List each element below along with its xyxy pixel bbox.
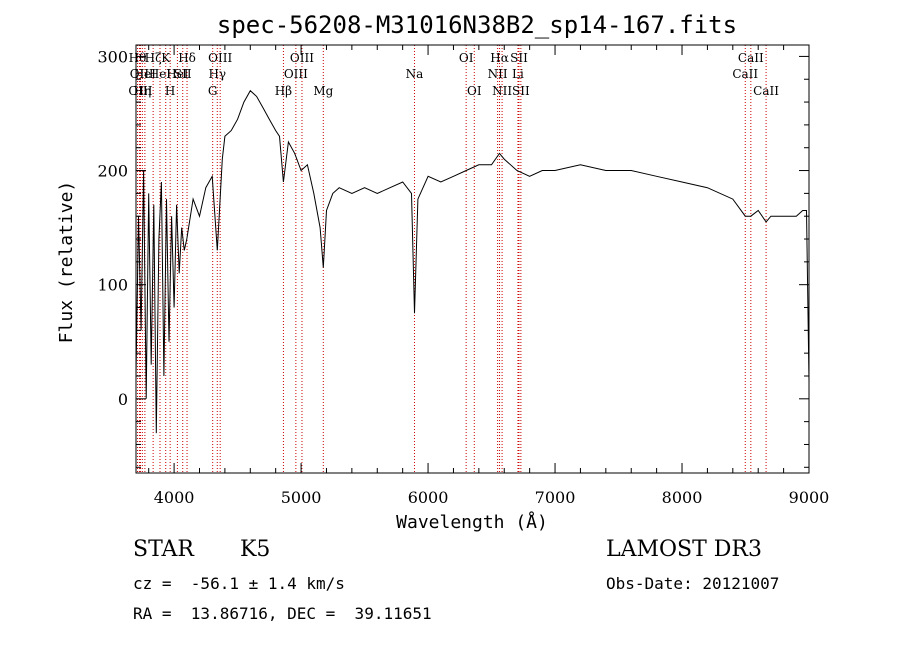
x-tick-label: 8000 xyxy=(662,488,703,507)
y-tick-label: 100 xyxy=(97,276,128,295)
observation-date: Obs-Date: 20121007 xyxy=(606,574,780,593)
line-label: Li xyxy=(512,67,524,81)
y-tick-label: 300 xyxy=(97,47,128,66)
plot-frame xyxy=(135,44,810,474)
y-axis-label: Flux (relative) xyxy=(56,181,77,344)
line-label: Mg xyxy=(313,84,333,98)
line-label: Hβ xyxy=(275,84,292,98)
line-label: NII xyxy=(488,67,508,81)
line-label: K xyxy=(161,51,171,65)
line-label: SII xyxy=(510,51,528,65)
redshift-value: cz = -56.1 ± 1.4 km/s xyxy=(133,574,345,593)
line-label: Hζ xyxy=(145,51,162,65)
line-label: SII xyxy=(512,84,530,98)
line-label: HeI xyxy=(149,67,172,81)
x-tick-label: 9000 xyxy=(789,488,830,507)
y-tick-label: 0 xyxy=(118,390,128,409)
line-label: G xyxy=(208,84,218,98)
x-tick-label: 4000 xyxy=(154,488,195,507)
line-label: OII xyxy=(130,67,150,81)
line-label: HeI xyxy=(134,67,157,81)
line-label: H xyxy=(165,84,175,98)
x-tick-label: 6000 xyxy=(408,488,449,507)
line-label: CaII xyxy=(732,67,758,81)
chart-title: spec-56208-M31016N38B2_sp14-167.fits xyxy=(217,11,737,39)
x-axis-label: Wavelength (Å) xyxy=(396,511,548,533)
survey-name: LAMOST DR3 xyxy=(606,537,762,562)
line-label: Hδ xyxy=(178,51,196,65)
line-label: Hθ xyxy=(129,51,147,65)
line-label: CaII xyxy=(738,51,764,65)
line-label: Hα xyxy=(490,51,509,65)
axis-ticks: 4000 5000 6000 7000 8000 9000 0 100 200 300 xyxy=(97,45,829,507)
object-class: STAR xyxy=(133,537,194,562)
coordinates: RA = 13.86716, DEC = 39.11651 xyxy=(133,604,432,623)
line-label: Na xyxy=(406,67,424,81)
line-label: OIII xyxy=(208,51,232,65)
spectral-line-markers xyxy=(137,45,767,473)
object-subclass: K5 xyxy=(240,537,271,562)
spectrum-line xyxy=(135,89,810,434)
line-label: NII xyxy=(492,84,512,98)
line-label: CaII xyxy=(753,84,779,98)
line-label: HeI xyxy=(166,67,189,81)
spectrum-chart: spec-56208-M31016N38B2_sp14-167.fits Hθ O… xyxy=(56,11,829,533)
line-label: OI xyxy=(467,84,482,98)
line-label: OIII xyxy=(128,84,152,98)
line-label: Hγ xyxy=(208,67,226,81)
x-tick-label: 5000 xyxy=(281,488,322,507)
y-tick-label: 200 xyxy=(97,162,128,181)
line-label: OI xyxy=(459,51,474,65)
spectral-line-labels: HθOIIOIIIHηHeIHζHeIKHHeISIIHδGHγOIIIHβOI… xyxy=(128,51,779,98)
line-label: Hη xyxy=(134,84,152,98)
line-label: OIII xyxy=(290,51,314,65)
line-label: SII xyxy=(174,67,192,81)
line-label: OIII xyxy=(284,67,308,81)
x-tick-label: 7000 xyxy=(535,488,576,507)
